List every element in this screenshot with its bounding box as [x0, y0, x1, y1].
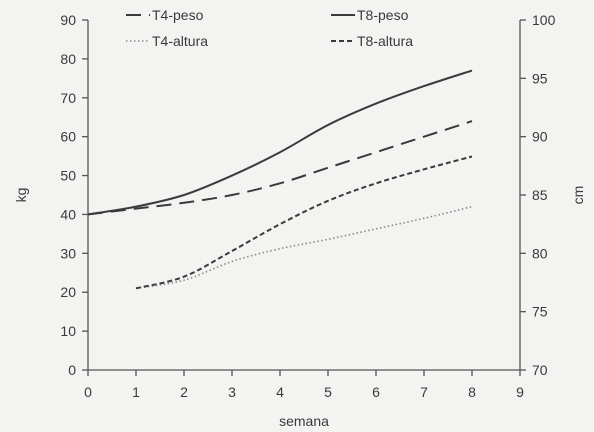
- legend-label: T8-altura: [357, 33, 413, 49]
- left-tick-label: 20: [60, 284, 76, 300]
- legend-label: T8-peso: [357, 7, 409, 23]
- legend-item-t8-peso: T8-peso: [331, 7, 409, 23]
- right-axis-label: cm: [570, 186, 586, 205]
- right-axis-ticks: 70 75 80 85 90 95 100: [520, 12, 556, 378]
- x-tick-label: 6: [372, 384, 380, 400]
- x-tick-label: 3: [228, 384, 236, 400]
- series-line-t8-peso: [87, 69, 473, 216]
- left-tick-label: 60: [60, 129, 76, 145]
- right-tick-label: 95: [532, 70, 548, 86]
- left-tick-label: 10: [60, 323, 76, 339]
- legend-label: T4-peso: [152, 7, 204, 23]
- x-tick-label: 5: [324, 384, 332, 400]
- x-tick-label: 4: [276, 384, 284, 400]
- right-tick-label: 85: [532, 187, 548, 203]
- x-tick-label: 7: [420, 384, 428, 400]
- legend-item-t4-peso: T4-peso: [126, 7, 204, 23]
- series-line-t8-altura: [135, 155, 473, 290]
- left-axis-ticks: 0 10 20 30 40 50 60 70 80 90: [60, 12, 88, 378]
- x-tick-label: 8: [468, 384, 476, 400]
- right-tick-label: 75: [532, 304, 548, 320]
- legend-item-t8-altura: T8-altura: [331, 33, 413, 49]
- right-tick-label: 100: [532, 12, 556, 28]
- x-tick-label: 9: [516, 384, 524, 400]
- legend-label: T4-altura: [152, 33, 208, 49]
- plot-area: [87, 20, 521, 371]
- left-tick-label: 30: [60, 245, 76, 261]
- x-tick-label: 1: [132, 384, 140, 400]
- left-tick-label: 70: [60, 90, 76, 106]
- series-layer: [87, 69, 473, 290]
- series-line-t4-peso: [87, 120, 473, 216]
- left-tick-label: 40: [60, 206, 76, 222]
- left-tick-label: 80: [60, 51, 76, 67]
- left-tick-label: 0: [68, 362, 76, 378]
- left-tick-label: 90: [60, 12, 76, 28]
- x-axis-ticks: 0 1 2 3 4 5 6 7 8 9: [84, 370, 524, 400]
- x-tick-label: 0: [84, 384, 92, 400]
- right-tick-label: 70: [532, 362, 548, 378]
- legend-item-t4-altura: T4-altura: [126, 33, 208, 49]
- x-axis-label: semana: [279, 413, 329, 429]
- left-tick-label: 50: [60, 168, 76, 184]
- series-line-t4-altura: [135, 205, 473, 290]
- legend: T4-peso T8-peso T4-altura T8-altura: [126, 7, 413, 49]
- right-tick-label: 80: [532, 245, 548, 261]
- x-tick-label: 2: [180, 384, 188, 400]
- right-tick-label: 90: [532, 129, 548, 145]
- left-axis-label: kg: [13, 188, 29, 203]
